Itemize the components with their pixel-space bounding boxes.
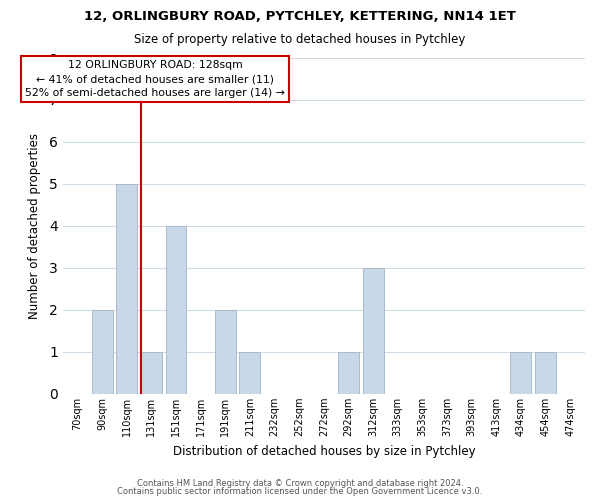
Text: 12, ORLINGBURY ROAD, PYTCHLEY, KETTERING, NN14 1ET: 12, ORLINGBURY ROAD, PYTCHLEY, KETTERING… bbox=[84, 10, 516, 23]
Bar bbox=[362, 268, 383, 394]
Bar bbox=[92, 310, 113, 394]
Text: Contains HM Land Registry data © Crown copyright and database right 2024.: Contains HM Land Registry data © Crown c… bbox=[137, 478, 463, 488]
Bar bbox=[239, 352, 260, 394]
Bar bbox=[338, 352, 359, 394]
Bar bbox=[535, 352, 556, 394]
Text: 12 ORLINGBURY ROAD: 128sqm
← 41% of detached houses are smaller (11)
52% of semi: 12 ORLINGBURY ROAD: 128sqm ← 41% of deta… bbox=[25, 60, 285, 98]
Y-axis label: Number of detached properties: Number of detached properties bbox=[28, 133, 41, 319]
Text: Contains public sector information licensed under the Open Government Licence v3: Contains public sector information licen… bbox=[118, 487, 482, 496]
Text: Size of property relative to detached houses in Pytchley: Size of property relative to detached ho… bbox=[134, 32, 466, 46]
Bar bbox=[166, 226, 187, 394]
Bar bbox=[141, 352, 162, 394]
X-axis label: Distribution of detached houses by size in Pytchley: Distribution of detached houses by size … bbox=[173, 444, 475, 458]
Bar bbox=[215, 310, 236, 394]
Bar bbox=[116, 184, 137, 394]
Bar bbox=[511, 352, 532, 394]
